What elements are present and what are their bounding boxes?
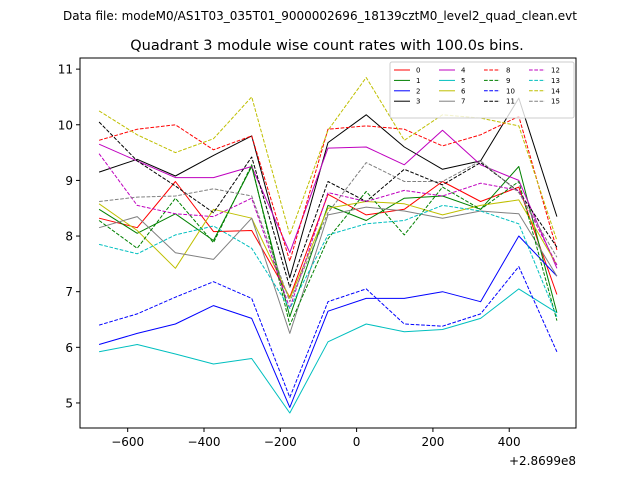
series-line-11 [98,121,558,288]
legend-label-8: 8 [506,67,510,75]
x-tick-label: 400 [498,435,521,449]
y-tick-label: 7 [65,285,73,299]
series-line-7 [98,206,558,334]
y-axis: 5 6 7 8 9 10 11 [58,63,80,410]
legend-label-7: 7 [461,98,465,106]
series-line-15 [99,160,558,303]
chart-title: Quadrant 3 module wise count rates with … [130,38,524,54]
x-tick-label: 200 [421,435,444,449]
y-tick-label: 6 [65,341,73,355]
legend-label-2: 2 [416,87,420,95]
legend-label-14: 14 [551,87,560,95]
series-line-2 [98,235,558,408]
y-tick-label: 8 [65,230,73,244]
legend-label-5: 5 [461,77,465,85]
legend-label-11: 11 [506,98,515,106]
chart-suptitle: Data file: modeM0/AS1T03_035T01_90000026… [63,9,577,23]
legend-label-1: 1 [416,77,420,85]
series-line-13 [98,204,558,317]
series-line-3 [98,97,558,279]
series-line-9 [98,164,558,326]
x-tick-label: −200 [264,435,297,449]
series-line-6 [98,199,558,299]
x-tick-label: −400 [188,435,221,449]
series-line-12 [98,153,558,309]
legend-label-3: 3 [416,98,420,106]
x-tick-label: 0 [353,435,361,449]
y-tick-label: 10 [58,118,73,132]
legend-label-0: 0 [416,67,420,75]
series-line-5 [99,288,558,414]
x-axis: −600 −400 −200 0 200 400 [111,428,521,449]
legend-label-9: 9 [506,77,510,85]
plot-area [80,58,576,428]
legend-box [389,61,575,119]
legend-label-13: 13 [551,77,560,85]
series-line-4 [98,129,558,269]
series-line-10 [98,266,558,398]
legend-label-4: 4 [461,67,466,75]
y-tick-label: 9 [65,174,73,188]
series-line-14 [98,77,558,241]
x-offset-label: +2.8699e8 [509,454,576,468]
series-layer [98,77,558,414]
y-tick-label: 5 [65,396,73,410]
y-tick-label: 11 [58,63,73,77]
series-line-0 [98,181,558,298]
series-line-8 [98,115,558,262]
plot-frame [79,57,577,429]
x-tick-label: −600 [111,435,144,449]
legend-label-6: 6 [461,87,466,95]
legend-label-15: 15 [551,98,560,106]
legend-label-10: 10 [506,87,515,95]
legend-label-12: 12 [551,67,560,75]
